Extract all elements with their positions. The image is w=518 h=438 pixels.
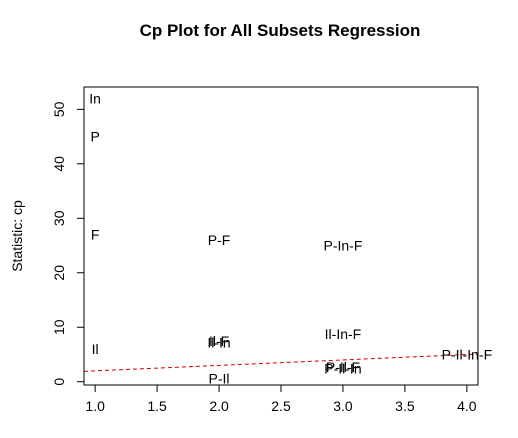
reference-line-layer	[83, 353, 479, 372]
y-axis: 0 10 20 30 40 50	[51, 101, 85, 386]
x-tick-label: 2.5	[271, 398, 291, 414]
y-axis-label: Statistic: cp	[9, 200, 25, 272]
y-tick-label: 50	[51, 101, 67, 117]
chart-title: Cp Plot for All Subsets Regression	[140, 21, 421, 40]
x-tick-label: 3.5	[395, 398, 415, 414]
x-axis: 1.0 1.5 2.0 2.5 3.0 3.5 4.0	[85, 384, 477, 414]
reference-line	[83, 353, 479, 372]
x-tick-label: 1.5	[147, 398, 167, 414]
plot-frame	[83, 86, 479, 386]
point-label: P-Il-In-F	[442, 346, 493, 362]
point-label: P-F	[208, 232, 231, 248]
y-tick-label: 20	[51, 265, 67, 281]
point-label: P-In-F	[324, 238, 363, 254]
point-label: P-Il-F	[326, 359, 360, 375]
point-label: Il-F	[209, 333, 229, 349]
point-label: P-Il-In	[324, 361, 361, 377]
point-label: Il-In	[207, 335, 230, 351]
point-label: P	[90, 129, 99, 145]
point-label: F	[91, 227, 100, 243]
point-label: Il	[92, 341, 99, 357]
x-tick-label: 3.0	[333, 398, 353, 414]
y-tick-label: 40	[51, 156, 67, 172]
x-tick-label: 1.0	[85, 398, 105, 414]
x-tick-label: 2.0	[209, 398, 229, 414]
point-labels-layer: In P F Il P-F Il-FIl-In P-Il P-In-F Il-In-F P-Il-…	[89, 90, 492, 386]
point-label: Il-In-F	[325, 326, 362, 342]
y-tick-label: 30	[51, 210, 67, 226]
x-tick-label: 4.0	[457, 398, 477, 414]
y-tick-label: 10	[51, 319, 67, 335]
point-label: P-Il	[209, 370, 230, 386]
y-tick-label: 0	[51, 378, 67, 386]
point-label: In	[89, 90, 101, 106]
